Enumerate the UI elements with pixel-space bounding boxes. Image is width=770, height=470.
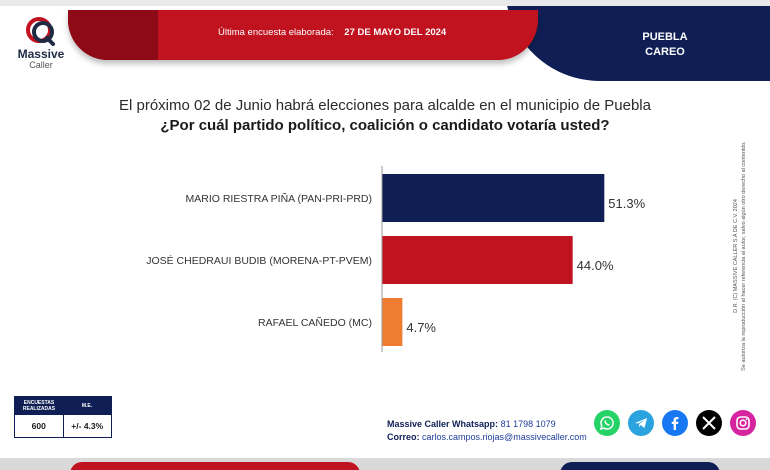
sample-table: ENCUESTAS REALIZADAS M.E. 600 +/- 4.3%	[14, 396, 112, 438]
survey-label: Última encuesta elaborada:	[218, 27, 334, 38]
region-type: CAREO	[645, 46, 685, 58]
results-bar-chart: MARIO RIESTRA PIÑA (PAN-PRI-PRD) 51.3% JOS…	[146, 166, 646, 352]
brand-name-line2: Caller	[29, 60, 53, 70]
value-label: 51.3%	[608, 196, 645, 211]
bar	[382, 236, 573, 284]
instagram-icon[interactable]	[730, 410, 756, 436]
contact-info: Massive Caller Whatsapp: 81 1798 1079 Co…	[387, 418, 587, 444]
email-address[interactable]: carlos.campos.riojas@massivecaller.com	[422, 432, 587, 442]
category-label: JOSÉ CHEDRAUI BUDIB (MORENA-PT-PVEM)	[146, 254, 372, 267]
value-label: 44.0%	[577, 258, 614, 273]
question-title: ¿Por cuál partido político, coalición o …	[160, 117, 610, 134]
sample-size-value: 600	[31, 421, 46, 431]
bar	[382, 174, 605, 222]
copyright-line1: D.R. (C) MASSIVE CALLER S.A DE C.V. 2024	[733, 199, 739, 313]
poll-card: Última encuesta elaborada: 27 DE MAYO DE…	[0, 6, 770, 458]
x-icon[interactable]	[696, 410, 722, 436]
margin-error-header: M.E.	[81, 403, 93, 409]
bar	[382, 298, 403, 346]
survey-date-line: Última encuesta elaborada: 27 DE MAYO DE…	[218, 27, 446, 38]
whatsapp-icon[interactable]	[594, 410, 620, 436]
sample-size-header: ENCUESTAS REALIZADAS	[22, 400, 56, 412]
region-city: PUEBLA	[642, 31, 688, 43]
telegram-icon[interactable]	[628, 410, 654, 436]
bottom-strip	[0, 458, 770, 470]
copyright-note: D.R. (C) MASSIVE CALLER S.A DE C.V. 2024…	[733, 141, 747, 371]
social-links	[594, 410, 756, 436]
whatsapp-label: Massive Caller Whatsapp:	[387, 419, 499, 429]
brand-name-line1: Massive	[17, 47, 65, 61]
value-label: 4.7%	[406, 320, 436, 335]
region-label: PUEBLA CAREO	[600, 30, 730, 60]
whatsapp-number[interactable]: 81 1798 1079	[500, 419, 556, 429]
survey-date: 27 DE MAYO DEL 2024	[344, 27, 447, 38]
facebook-icon[interactable]	[662, 410, 688, 436]
email-label: Correo:	[387, 432, 420, 442]
header-red-banner: Última encuesta elaborada: 27 DE MAYO DE…	[68, 10, 538, 60]
brand-logo: Massive Caller	[16, 16, 66, 70]
category-label: MARIO RIESTRA PIÑA (PAN-PRI-PRD)	[186, 192, 373, 205]
category-label: RAFAEL CAÑEDO (MC)	[258, 316, 372, 329]
margin-error-value: +/- 4.3%	[62, 415, 112, 437]
question-context: El próximo 02 de Junio habrá elecciones …	[118, 97, 651, 114]
copyright-line2: Se autoriza la reproducción al hacer ref…	[741, 141, 747, 371]
massive-caller-logo-icon	[26, 17, 55, 46]
